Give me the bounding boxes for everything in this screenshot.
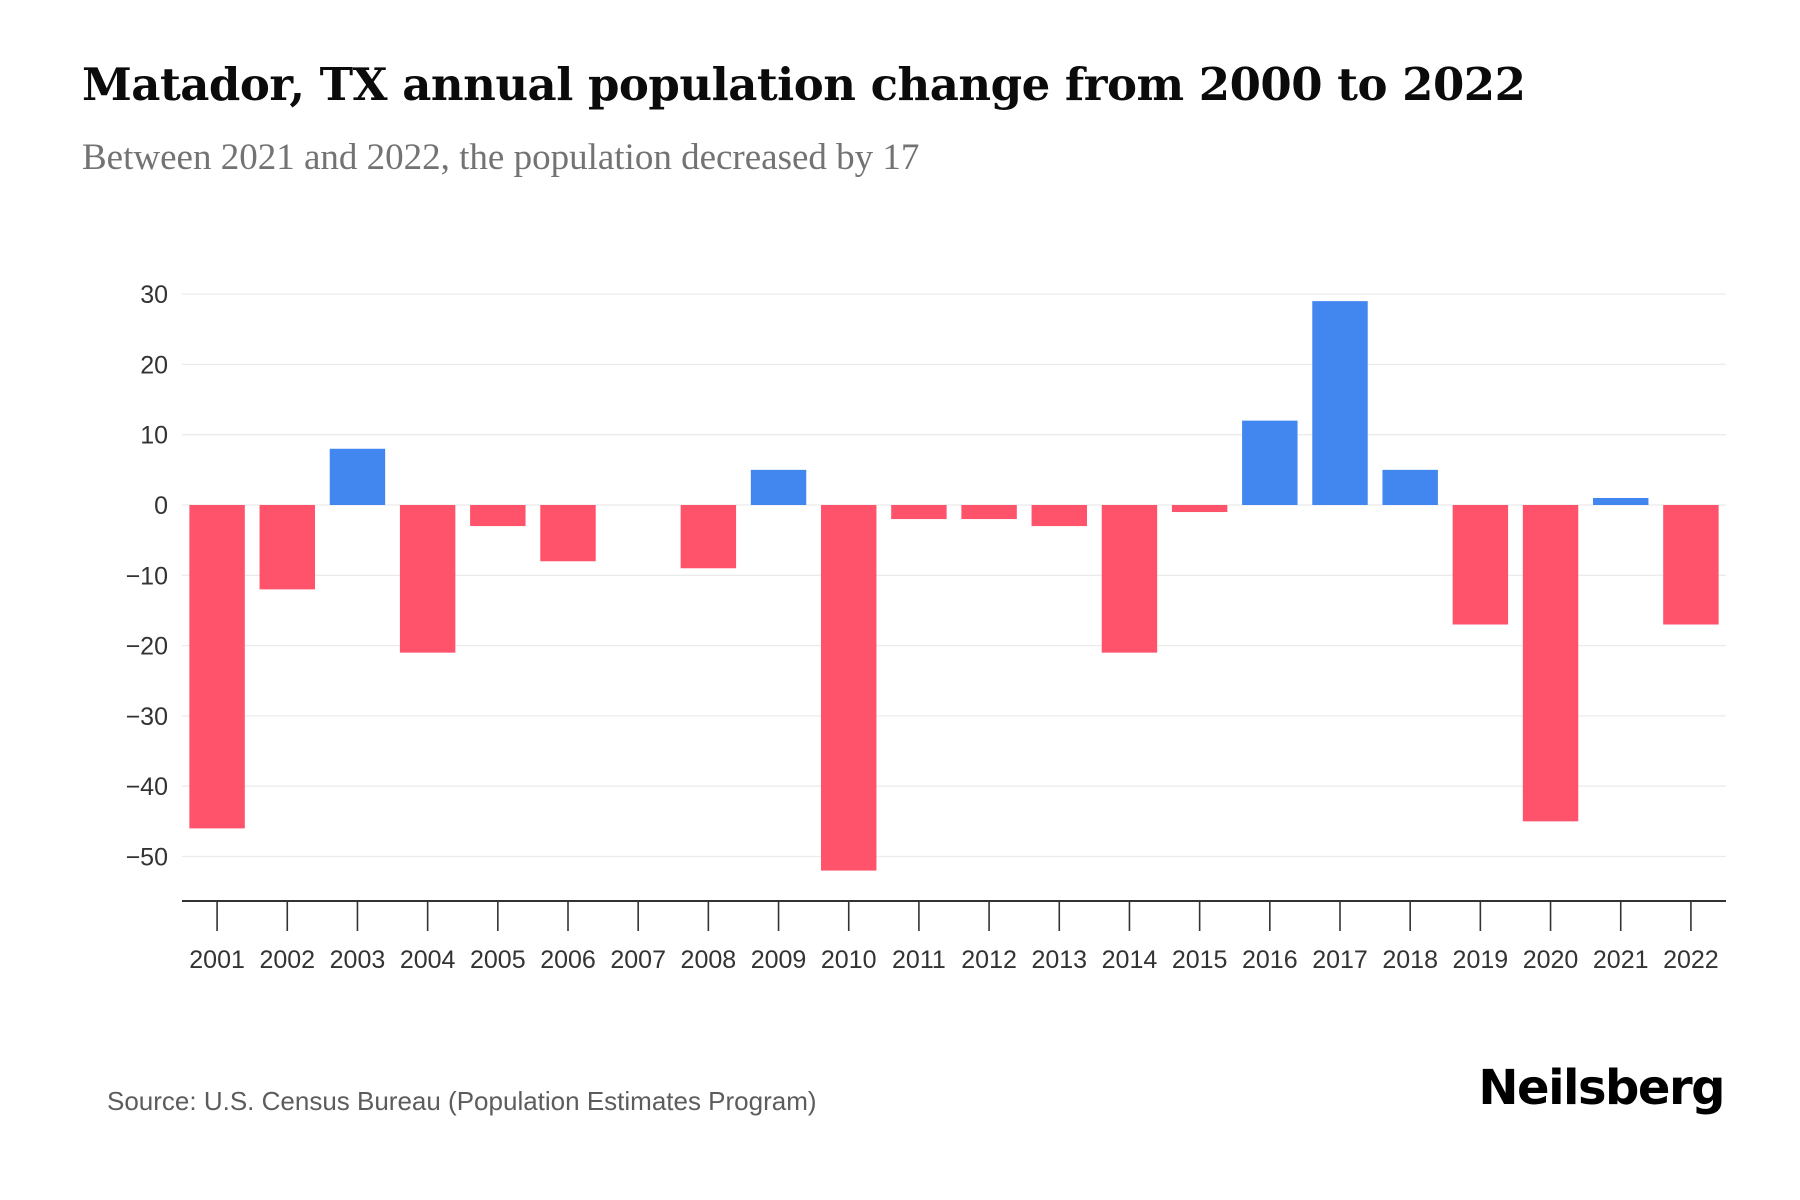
x-tick-label: 2021	[1593, 946, 1649, 974]
x-tick-label: 2015	[1172, 946, 1228, 974]
bar-2008	[680, 505, 737, 569]
y-tick-label: −40	[126, 773, 168, 801]
x-tick-label: 2013	[1031, 946, 1087, 974]
bar-2011	[891, 505, 947, 520]
bar-2022	[1663, 505, 1719, 625]
x-tick-label: 2004	[400, 946, 456, 974]
x-tick-label: 2003	[330, 946, 386, 974]
x-tick-label: 2007	[610, 946, 666, 974]
y-tick-label: −20	[126, 633, 168, 661]
bar-2021	[1593, 497, 1649, 505]
chart-subtitle: Between 2021 and 2022, the population de…	[82, 137, 920, 178]
bar-2017	[1312, 301, 1368, 505]
bar-2014	[1101, 505, 1158, 653]
bar-2016	[1242, 420, 1298, 505]
x-tick-label: 2001	[189, 946, 245, 974]
x-tick-label: 2002	[259, 946, 315, 974]
y-axis-labels: 30 20 10 0 −10 −20 −30 −40 −50	[126, 281, 168, 871]
bars	[189, 301, 1719, 871]
y-tick-label: −50	[126, 844, 168, 872]
x-tick-label: 2017	[1312, 946, 1368, 974]
bar-2001	[189, 505, 245, 829]
y-tick-label: 10	[140, 422, 168, 450]
bar-2012	[961, 505, 1017, 520]
x-tick-label: 2009	[751, 946, 807, 974]
x-tick-label: 2016	[1242, 946, 1298, 974]
bar-2020	[1522, 505, 1579, 822]
source-note: Source: U.S. Census Bureau (Population E…	[107, 1086, 817, 1116]
bar-2006	[540, 505, 596, 562]
x-tick-label: 2008	[681, 946, 737, 974]
x-tick-label: 2011	[892, 946, 946, 974]
bar-2013	[1031, 505, 1087, 527]
bar-2004	[399, 505, 456, 653]
x-tick-label: 2022	[1663, 946, 1719, 974]
x-tick-label: 2018	[1382, 946, 1438, 974]
bar-2019	[1452, 505, 1509, 625]
chart-title: Matador, TX annual population change fro…	[82, 58, 1526, 111]
y-tick-label: 0	[154, 492, 168, 520]
y-tick-label: −10	[126, 562, 168, 590]
bar-2005	[470, 505, 526, 527]
y-tick-label: −30	[126, 703, 168, 731]
bar-2015	[1171, 505, 1228, 513]
x-tick-label: 2020	[1523, 946, 1579, 974]
x-tick-label: 2012	[961, 946, 1017, 974]
y-tick-label: 20	[140, 351, 168, 379]
bar-2002	[259, 505, 315, 590]
x-tick-label: 2005	[470, 946, 526, 974]
x-tick-label: 2006	[540, 946, 596, 974]
y-tick-label: 30	[140, 281, 168, 309]
x-axis: 2001 2002 2003 2004 2005 2006 2007 2008 2009 2010…	[182, 900, 1726, 974]
brand-logo: Neilsberg	[1478, 1060, 1725, 1116]
bar-2003	[329, 448, 386, 505]
bar-2018	[1382, 469, 1438, 505]
bar-2009	[750, 469, 807, 505]
x-tick-label: 2014	[1102, 946, 1158, 974]
x-tick-label: 2010	[821, 946, 877, 974]
x-tick-label: 2019	[1453, 946, 1509, 974]
bar-2010	[821, 505, 877, 871]
